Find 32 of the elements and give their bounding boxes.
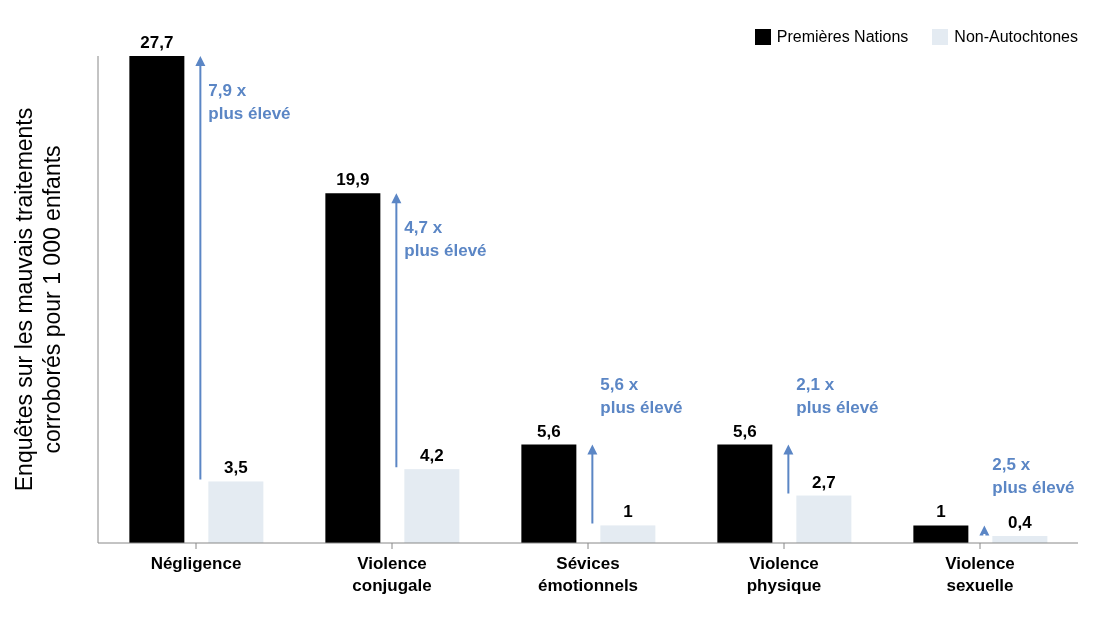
data-label: 0,4: [1008, 512, 1033, 532]
data-label: 4,2: [420, 446, 444, 466]
x-tick-label: Violence physique: [746, 554, 822, 595]
x-tick-label: Violence sexuelle: [945, 554, 1015, 595]
annotation: 2,1 x plus élevé: [796, 374, 879, 417]
data-label: 1: [936, 502, 946, 522]
bar: [404, 469, 460, 543]
annotation: 2,5 x plus élevé: [992, 455, 1075, 498]
data-label: 19,9: [336, 170, 370, 190]
data-label: 27,7: [140, 33, 174, 52]
annotation: 7,9 x plus élevé: [208, 81, 291, 123]
data-label: 5,6: [537, 421, 561, 441]
x-tick-label: Sévices émotionnels: [537, 554, 639, 595]
bar: [796, 495, 852, 543]
bar: [208, 481, 264, 543]
data-label: 2,7: [812, 472, 836, 492]
bar: [325, 193, 381, 543]
legend-label: Premières Nations: [776, 28, 909, 46]
data-label: 3,5: [224, 458, 248, 478]
data-label: 5,6: [733, 421, 757, 441]
bar: [600, 525, 656, 543]
bar: [129, 56, 185, 543]
legend-label: Non-Autochtones: [954, 28, 1078, 46]
y-axis-title: Enquêtes sur les mauvais traitements corroborés pour 1 000 enfants: [11, 107, 65, 492]
annotation: 4,7 x plus élevé: [404, 218, 487, 261]
bar: [521, 444, 577, 543]
data-label: 1: [623, 502, 633, 522]
annotation: 5,6 x plus élevé: [600, 374, 683, 417]
x-tick-label: Violence conjugale: [352, 554, 432, 595]
x-tick-label: Négligence: [150, 554, 242, 573]
bar: [717, 444, 773, 543]
bar: [913, 525, 969, 543]
